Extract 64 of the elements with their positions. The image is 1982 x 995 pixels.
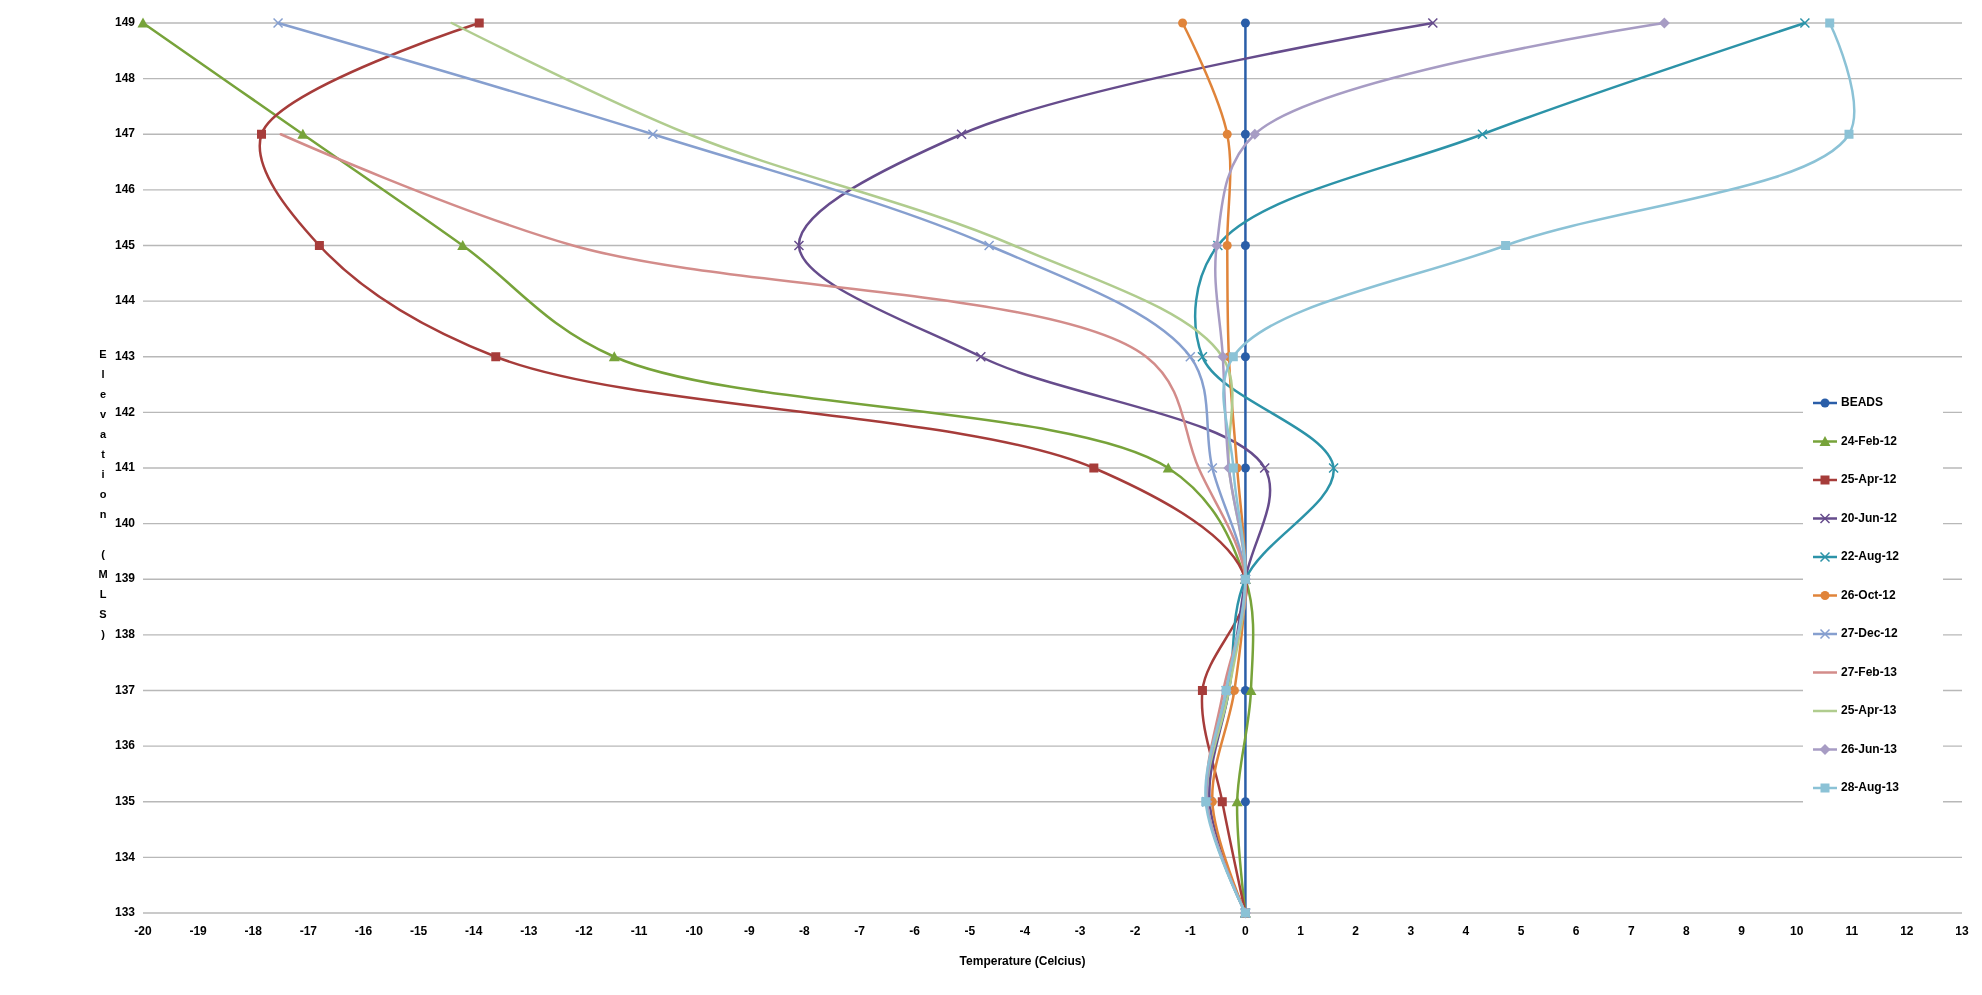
- y-tick-label: 141: [114, 460, 136, 475]
- x-tick-label: -17: [299, 924, 318, 938]
- y-axis-title: Elevation (MLS): [97, 348, 109, 648]
- x-axis-title: Temperature (Celcius): [959, 954, 1086, 968]
- x-tick-label: -13: [520, 924, 538, 938]
- x-tick-label: 10: [1789, 924, 1804, 938]
- y-tick-label: 144: [114, 293, 136, 308]
- y-tick-label: 135: [114, 793, 136, 808]
- y-tick-label: 140: [114, 515, 136, 530]
- x-tick-label: 11: [1845, 924, 1859, 938]
- y-tick-label: 138: [114, 627, 136, 642]
- y-tick-label: 142: [114, 404, 136, 419]
- y-tick-label: 134: [114, 849, 136, 864]
- y-tick-label: 133: [114, 905, 136, 920]
- y-tick-label: 149: [114, 15, 136, 30]
- x-tick-label: -8: [799, 924, 811, 938]
- x-tick-label: -2: [1129, 924, 1141, 938]
- x-tick-label: -4: [1019, 924, 1031, 938]
- x-tick-label: 8: [1683, 924, 1691, 938]
- x-tick-label: -7: [854, 924, 866, 938]
- y-tick-label: 136: [114, 738, 136, 753]
- legend-label: 26-Oct-12: [1841, 587, 1897, 602]
- x-tick-label: -11: [630, 924, 648, 938]
- x-tick-label: -6: [909, 924, 921, 938]
- x-tick-label: -19: [189, 924, 208, 938]
- x-tick-label: 4: [1462, 924, 1470, 938]
- x-tick-label: -12: [575, 924, 593, 938]
- x-tick-label: 9: [1738, 924, 1746, 938]
- y-tick-label: 147: [114, 126, 136, 141]
- legend-label: 27-Feb-13: [1841, 664, 1898, 679]
- legend-label: 26-Jun-13: [1841, 741, 1898, 756]
- x-tick-label: -9: [744, 924, 755, 938]
- x-tick-label: -3: [1074, 924, 1086, 938]
- legend-label: 22-Aug-12: [1841, 549, 1900, 564]
- x-tick-label: -10: [685, 924, 704, 938]
- x-tick-label: 7: [1627, 924, 1635, 938]
- legend-label: 25-Apr-12: [1841, 472, 1897, 487]
- x-tick-label: 1: [1297, 924, 1305, 938]
- x-tick-label: 6: [1572, 924, 1580, 938]
- legend-label: 27-Dec-12: [1841, 626, 1899, 641]
- legend-label: 25-Apr-13: [1841, 703, 1897, 718]
- legend-label: 24-Feb-12: [1841, 433, 1898, 448]
- x-tick-label: -15: [409, 924, 428, 938]
- y-tick-label: 137: [114, 682, 136, 697]
- x-tick-label: 5: [1517, 924, 1525, 938]
- x-tick-label: 3: [1407, 924, 1415, 938]
- x-tick-label: -1: [1184, 924, 1196, 938]
- y-tick-label: 145: [114, 237, 136, 252]
- y-tick-label: 148: [114, 70, 136, 85]
- x-tick-label: 13: [1955, 924, 1969, 938]
- legend-label: 28-Aug-13: [1841, 780, 1900, 795]
- x-tick-label: -16: [354, 924, 373, 938]
- legend-label: 20-Jun-12: [1841, 510, 1898, 525]
- x-tick-label: -20: [134, 924, 152, 938]
- x-tick-label: -14: [465, 924, 483, 938]
- x-tick-label: -18: [244, 924, 263, 938]
- x-tick-label: -5: [964, 924, 976, 938]
- legend-label: BEADS: [1841, 395, 1884, 410]
- x-tick-label: 2: [1352, 924, 1360, 938]
- x-tick-label: 0: [1242, 924, 1250, 938]
- x-tick-label: 12: [1900, 924, 1914, 938]
- y-tick-label: 143: [114, 348, 136, 363]
- y-tick-label: 146: [114, 182, 136, 197]
- y-tick-label: 139: [114, 571, 136, 586]
